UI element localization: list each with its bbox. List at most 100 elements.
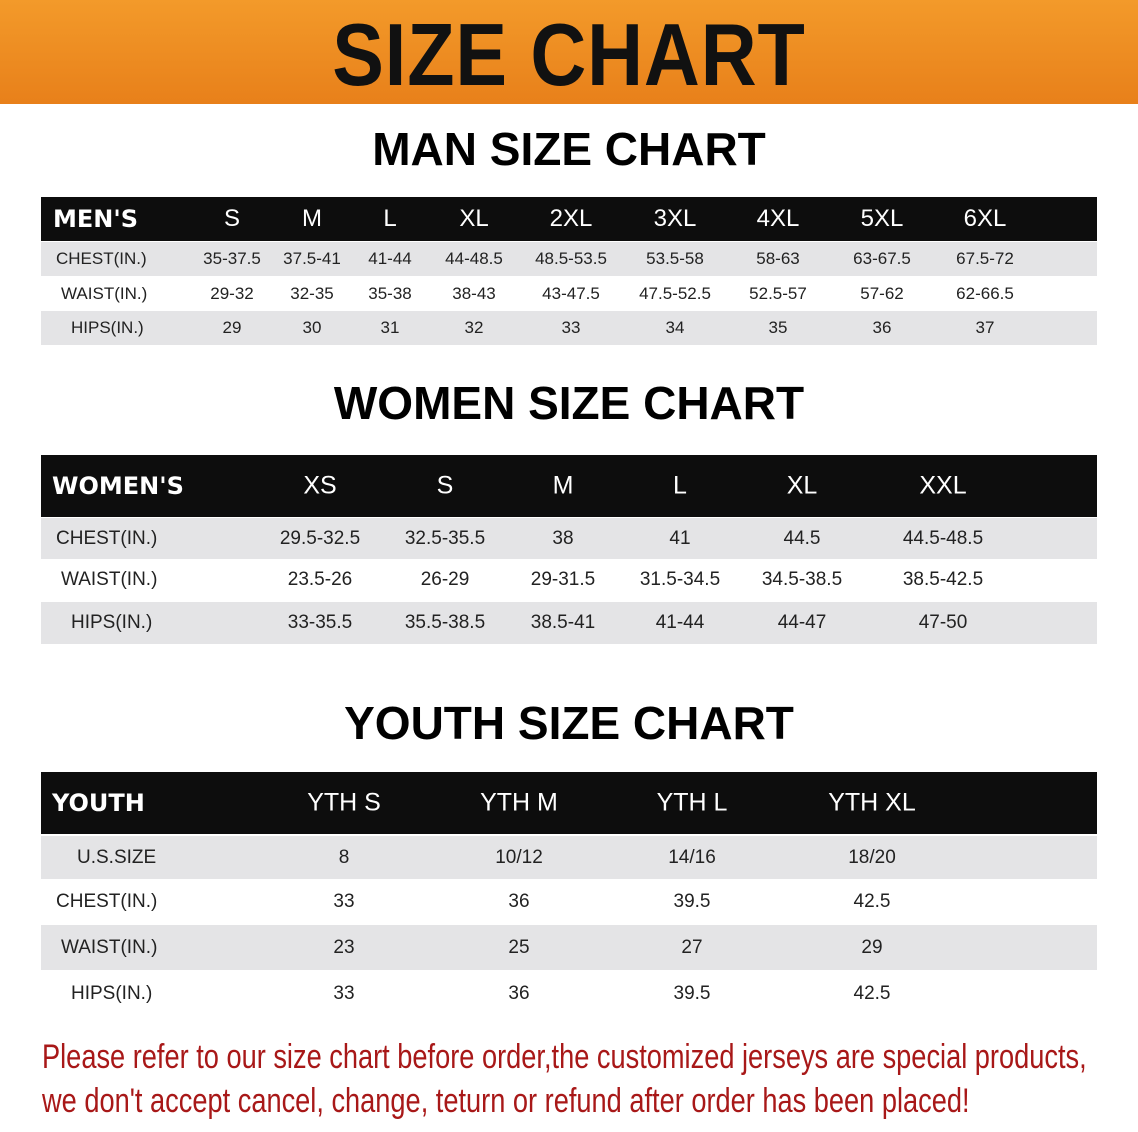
- measurement-cell: 10/12: [495, 846, 543, 868]
- measurement-cell: 33: [561, 318, 581, 337]
- measurement-cell: 32-35: [290, 284, 334, 303]
- size-column-header: YTH S: [307, 788, 381, 817]
- measurement-label: CHEST(IN.): [56, 891, 158, 912]
- measurement-cell: 33: [333, 891, 355, 912]
- measurement-cell: 31.5-34.5: [639, 569, 721, 590]
- measurement-cell: 36: [872, 318, 892, 337]
- measurement-cell: 33-35.5: [287, 612, 353, 633]
- size-column-header: L: [673, 471, 687, 500]
- measurement-cell: 47.5-52.5: [639, 284, 711, 303]
- measurement-cell: 29: [222, 318, 242, 337]
- notice-line-2: we don't accept cancel, change, teturn o…: [42, 1082, 970, 1120]
- youth-header-row: YOUTH YTH S YTH M YTH L YTH XL: [41, 772, 1097, 834]
- measurement-cell: 38.5-41: [530, 612, 596, 633]
- measurement-cell: 36: [508, 891, 530, 912]
- measurement-label: HIPS(IN.): [71, 612, 153, 633]
- size-column-header: S: [223, 205, 241, 232]
- measurement-cell: 41-44: [655, 612, 705, 633]
- measurement-cell: 27: [681, 936, 703, 958]
- measurement-label: U.S.SIZE: [77, 846, 157, 868]
- size-column-header: XXL: [919, 471, 967, 500]
- size-column-header: YTH XL: [828, 788, 916, 817]
- women-size-table: WOMEN'S XS S M L XL XXL CHEST(IN.) 29.5-32.5 32.5…: [41, 455, 1097, 644]
- table-corner-label: WOMEN'S: [52, 472, 184, 500]
- size-column-header: 5XL: [860, 205, 904, 232]
- measurement-cell: 44.5: [783, 527, 821, 549]
- measurement-label: WAIST(IN.): [61, 936, 158, 958]
- size-column-header: M: [302, 205, 322, 232]
- size-column-header: 3XL: [653, 205, 697, 232]
- size-column-header: XS: [303, 471, 337, 500]
- measurement-label: HIPS(IN.): [71, 982, 153, 1004]
- measurement-cell: 39.5: [673, 982, 711, 1004]
- size-column-header: L: [383, 205, 397, 232]
- measurement-cell: 42.5: [853, 982, 891, 1004]
- size-column-header: YTH M: [480, 788, 558, 817]
- measurement-cell: 62-66.5: [956, 284, 1014, 303]
- measurement-cell: 35.5-38.5: [404, 612, 486, 633]
- measurement-cell: 48.5-53.5: [535, 249, 607, 268]
- men-table-row: WAIST(IN.) 29-32 32-35 35-38 38-43 43-47.5 47.…: [41, 277, 1097, 311]
- size-column-header: S: [436, 471, 454, 500]
- measurement-cell: 32: [464, 318, 484, 337]
- measurement-cell: 32.5-35.5: [404, 527, 486, 549]
- measurement-cell: 38: [552, 527, 574, 549]
- men-size-table: MEN'S S M L XL 2XL 3XL 4XL 5XL 6XL CHEST(IN.) 35-37…: [41, 197, 1097, 345]
- measurement-cell: 44-48.5: [445, 249, 503, 268]
- measurement-cell: 35-38: [368, 284, 412, 303]
- women-table-row: CHEST(IN.) 29.5-32.5 32.5-35.5 38 41 44.5 44.5…: [41, 518, 1097, 559]
- youth-table-row: CHEST(IN.) 33 36 39.5 42.5: [41, 880, 1097, 924]
- size-column-header: YTH L: [656, 788, 728, 817]
- measurement-cell: 42.5: [853, 891, 891, 912]
- measurement-cell: 43-47.5: [542, 284, 600, 303]
- measurement-cell: 26-29: [420, 569, 470, 590]
- measurement-cell: 29.5-32.5: [279, 527, 361, 549]
- measurement-cell: 67.5-72: [956, 249, 1014, 268]
- size-column-header: M: [552, 471, 574, 500]
- measurement-cell: 29-31.5: [530, 569, 596, 590]
- measurement-cell: 37.5-41: [283, 249, 341, 268]
- measurement-cell: 33: [333, 982, 355, 1004]
- measurement-cell: 58-63: [756, 249, 800, 268]
- notice-line-1: Please refer to our size chart before or…: [42, 1038, 1087, 1076]
- youth-table-row: WAIST(IN.) 23 25 27 29: [41, 925, 1097, 970]
- table-corner-label: MEN'S: [53, 205, 138, 233]
- measurement-label: HIPS(IN.): [71, 318, 144, 337]
- measurement-cell: 14/16: [668, 846, 716, 868]
- size-column-header: 2XL: [549, 205, 593, 232]
- men-header-row: MEN'S S M L XL 2XL 3XL 4XL 5XL 6XL: [41, 197, 1097, 241]
- measurement-cell: 35-37.5: [203, 249, 261, 268]
- size-column-header: 4XL: [756, 205, 800, 232]
- youth-size-table: YOUTH YTH S YTH M YTH L YTH XL U.S.SIZE 8 10/12…: [41, 772, 1097, 1016]
- measurement-cell: 8: [338, 846, 350, 868]
- title-banner: SIZE CHART: [0, 0, 1138, 104]
- measurement-cell: 31: [380, 318, 400, 337]
- measurement-cell: 38.5-42.5: [902, 569, 984, 590]
- youth-section-title: YOUTH SIZE CHART: [344, 697, 794, 749]
- measurement-cell: 53.5-58: [646, 249, 704, 268]
- youth-table-row: U.S.SIZE 8 10/12 14/16 18/20: [41, 836, 1097, 879]
- men-section-title: MAN SIZE CHART: [372, 123, 766, 175]
- measurement-label: WAIST(IN.): [61, 284, 148, 303]
- measurement-cell: 37: [975, 318, 995, 337]
- men-table-row: CHEST(IN.) 35-37.5 37.5-41 41-44 44-48.5 48.5…: [41, 242, 1097, 276]
- women-table-row: HIPS(IN.) 33-35.5 35.5-38.5 38.5-41 41-44 44-…: [41, 602, 1097, 644]
- measurement-cell: 23.5-26: [287, 569, 353, 590]
- table-corner-label: YOUTH: [52, 789, 145, 817]
- women-table-row: WAIST(IN.) 23.5-26 26-29 29-31.5 31.5-34.5 34…: [41, 559, 1097, 601]
- measurement-cell: 34: [665, 318, 685, 337]
- measurement-cell: 18/20: [848, 846, 896, 868]
- measurement-cell: 44-47: [777, 612, 827, 633]
- measurement-cell: 38-43: [452, 284, 496, 303]
- measurement-cell: 63-67.5: [853, 249, 911, 268]
- measurement-cell: 57-62: [860, 284, 904, 303]
- banner-title: SIZE CHART: [332, 5, 806, 104]
- measurement-cell: 29-32: [210, 284, 254, 303]
- measurement-label: CHEST(IN.): [56, 249, 147, 268]
- measurement-cell: 52.5-57: [749, 284, 807, 303]
- measurement-label: CHEST(IN.): [56, 527, 158, 549]
- measurement-cell: 47-50: [918, 612, 968, 633]
- measurement-cell: 36: [508, 982, 530, 1004]
- men-table-row: HIPS(IN.) 29 30 31 32 33 34 35 36 37: [41, 311, 1097, 345]
- measurement-cell: 44.5-48.5: [902, 527, 984, 549]
